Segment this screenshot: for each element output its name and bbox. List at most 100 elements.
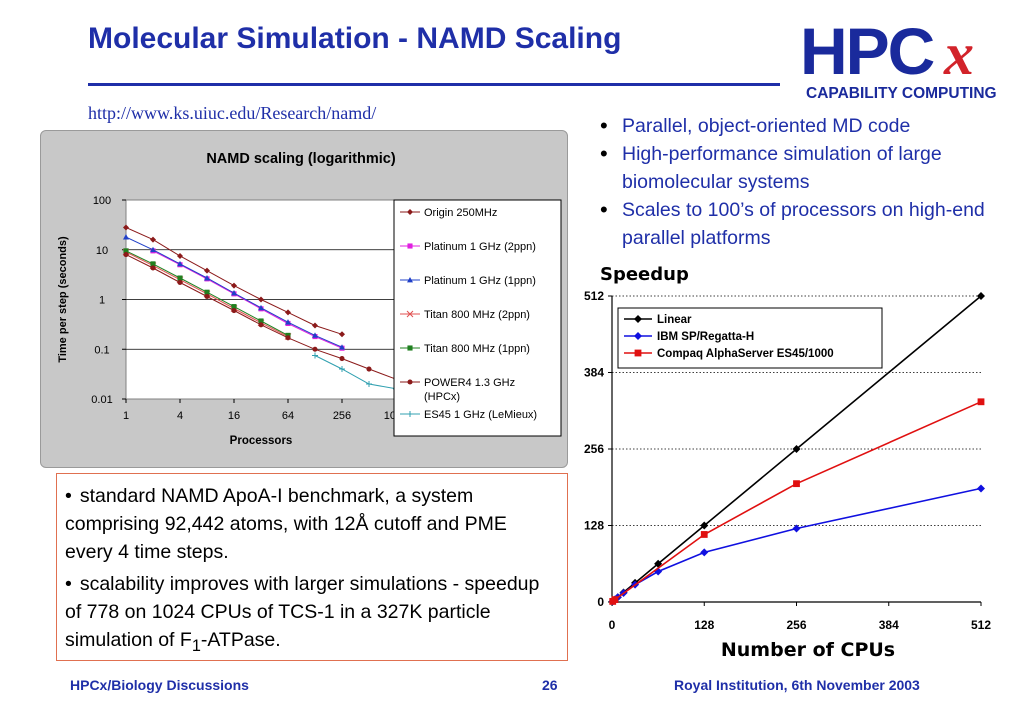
data-point	[123, 252, 129, 258]
x-tick-label: 64	[282, 410, 294, 422]
speedup-chart: Speedup 0 128 256 384 512 0 128 256 384 512 Number …	[584, 264, 991, 661]
benchmark-text-box: • standard NAMD ApoA-I benchmark, a syste…	[56, 473, 568, 661]
y-tick-label: 1	[99, 295, 105, 307]
x-tick-label: 128	[694, 618, 714, 632]
legend-label: Titan 800 MHz (2ppn)	[424, 309, 530, 321]
legend-label: Platinum 1 GHz (2ppn)	[424, 241, 536, 253]
feature-bullets: Parallel, object-oriented MD codeHigh-pe…	[596, 112, 1006, 252]
y-tick-label: 0.01	[91, 394, 112, 406]
legend-label: Compaq AlphaServer ES45/1000	[657, 348, 834, 360]
data-point	[150, 265, 156, 271]
series-line	[152, 250, 343, 349]
x-tick-label: 256	[333, 410, 351, 422]
footer-left: HPCx/Biology Discussions	[70, 677, 249, 693]
data-point	[123, 234, 129, 240]
legend-label: Origin 250MHz	[424, 207, 497, 219]
x-tick-label: 4	[177, 410, 183, 422]
data-point	[312, 332, 318, 338]
legend-swatch-marker	[634, 315, 642, 323]
data-point	[150, 261, 156, 267]
data-point	[177, 252, 183, 259]
legend-label: IBM SP/Regatta-H	[657, 331, 754, 343]
y-tick-label: 512	[584, 289, 604, 303]
legend-label: Titan 800 MHz (1ppn)	[424, 343, 530, 355]
legend-box	[393, 199, 562, 437]
benchmark-bullet: • scalability improves with larger simula…	[65, 573, 540, 655]
x-tick-label: 384	[879, 618, 899, 632]
legend-box	[617, 307, 883, 369]
legend-label: ES45 1 GHz (LeMieux)	[424, 409, 537, 421]
data-point	[312, 322, 318, 329]
data-point	[204, 267, 210, 274]
legend: Linear IBM SP/Regatta-H Compaq AlphaServer…	[617, 307, 883, 369]
x-tick-label: 512	[971, 618, 991, 632]
legend-swatch-marker	[406, 310, 414, 318]
chart-title: NAMD scaling (logarithmic)	[206, 151, 395, 167]
data-point	[150, 236, 156, 243]
benchmark-bullets: • standard NAMD ApoA-I benchmark, a syste…	[65, 482, 555, 664]
data-point	[231, 307, 237, 314]
legend-swatch-marker	[634, 349, 642, 357]
data-point	[977, 398, 985, 406]
feature-bullet: Parallel, object-oriented MD code	[596, 112, 1006, 140]
footer-right: Royal Institution, 6th November 2003	[674, 677, 920, 693]
data-point	[177, 275, 183, 281]
data-point	[231, 290, 237, 296]
svg-text:CAPABILITY COMPUTING: CAPABILITY COMPUTING	[806, 85, 997, 102]
y-tick-label: 256	[584, 442, 604, 456]
data-point	[611, 596, 619, 604]
feature-bullet: Scales to 100’s of processors on high-en…	[596, 196, 1006, 252]
data-point	[123, 248, 129, 254]
data-point	[231, 304, 237, 310]
bullet-dot: •	[65, 573, 72, 595]
x-tick-label: 16	[228, 410, 240, 422]
data-point	[258, 322, 264, 328]
source-url[interactable]: http://www.ks.uiuc.edu/Research/namd/	[88, 103, 377, 123]
benchmark-bullet: • standard NAMD ApoA-I benchmark, a syste…	[65, 485, 507, 563]
data-point	[204, 289, 210, 295]
data-point	[339, 344, 345, 350]
data-point	[339, 331, 345, 338]
data-point	[977, 484, 985, 493]
data-point	[177, 279, 183, 286]
data-point	[339, 356, 345, 362]
series-line	[314, 355, 397, 390]
svg-text:x: x	[943, 21, 974, 87]
data-point	[700, 548, 709, 557]
legend-swatch-marker	[634, 332, 642, 340]
y-tick-label: 10	[96, 245, 108, 257]
y-tick-label: 384	[584, 366, 604, 380]
data-point	[792, 445, 801, 453]
x-tick-label: 0	[609, 618, 616, 632]
data-point	[204, 275, 210, 281]
legend: Origin 250MHz Platinum 1 GHz (2ppn) Platin…	[393, 199, 562, 437]
slide-title: Molecular Simulation - NAMD Scaling	[88, 22, 622, 55]
page-number: 26	[542, 677, 558, 693]
data-point	[700, 521, 709, 530]
series-line	[612, 401, 982, 603]
speedup-title: Speedup	[600, 264, 689, 285]
x-tick-label: 1	[123, 410, 129, 422]
y-tick-label: 0	[597, 595, 604, 609]
data-point	[285, 309, 291, 316]
data-point	[177, 260, 183, 267]
legend-swatch-marker	[407, 243, 413, 249]
subscript: 1	[191, 636, 201, 655]
data-point	[700, 531, 708, 538]
legend-label: POWER4 1.3 GHz	[424, 377, 515, 389]
svg-text:HPC: HPC	[800, 14, 934, 88]
legend-swatch-marker	[407, 345, 413, 351]
series-line	[612, 487, 982, 603]
x-tick-label: 256	[786, 618, 806, 632]
data-point	[285, 319, 291, 325]
data-point	[339, 366, 345, 373]
legend-swatch-marker	[407, 411, 413, 417]
y-axis-label: Time per step (seconds)	[57, 236, 69, 363]
data-point	[123, 224, 129, 231]
y-tick-label: 128	[584, 519, 604, 533]
y-tick-label: 100	[93, 195, 111, 207]
data-point	[312, 346, 318, 352]
x-axis-label: Number of CPUs	[721, 639, 895, 661]
hpcx-logo: HPC x CAPABILITY COMPUTING	[800, 14, 997, 102]
